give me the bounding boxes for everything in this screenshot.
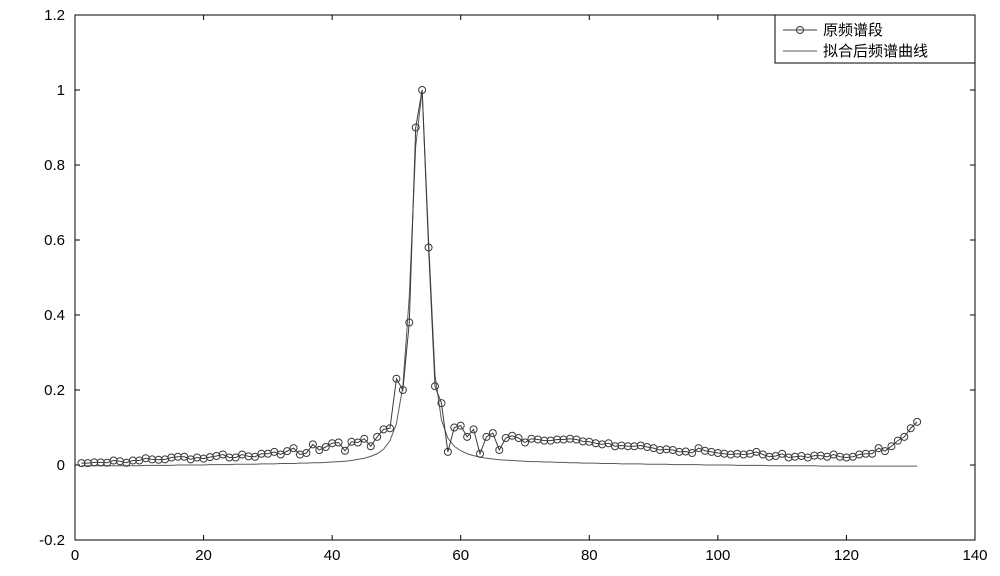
- x-tick-label: 120: [834, 547, 859, 564]
- x-tick-label: 140: [962, 547, 987, 564]
- y-tick-label: 0.8: [44, 157, 65, 174]
- y-tick-label: 1: [57, 82, 65, 99]
- x-tick-label: 0: [71, 547, 79, 564]
- x-tick-label: 100: [705, 547, 730, 564]
- series-line: [81, 90, 917, 463]
- spectrum-chart: 0 20 40 60 80 100 120 140 -0.2 0 0.2 0.4 0.6 0.8 1 1.2 原…: [0, 0, 1000, 576]
- x-tick-label: 60: [452, 547, 469, 564]
- series-line: [81, 90, 917, 466]
- y-tick-label: 0.2: [44, 382, 65, 399]
- y-tick-label: -0.2: [39, 532, 65, 549]
- y-tick-label: 0: [57, 457, 65, 474]
- y-tick-label: 0.4: [44, 307, 65, 324]
- legend-label: 拟合后频谱曲线: [823, 43, 928, 60]
- x-tick-label: 80: [581, 547, 598, 564]
- y-tick-label: 0.6: [44, 232, 65, 249]
- y-tick-label: 1.2: [44, 7, 65, 24]
- chart-svg: 0 20 40 60 80 100 120 140 -0.2 0 0.2 0.4 0.6 0.8 1 1.2 原…: [0, 0, 1000, 576]
- legend-label: 原频谱段: [823, 22, 883, 39]
- x-tick-label: 40: [324, 547, 341, 564]
- x-tick-label: 20: [195, 547, 212, 564]
